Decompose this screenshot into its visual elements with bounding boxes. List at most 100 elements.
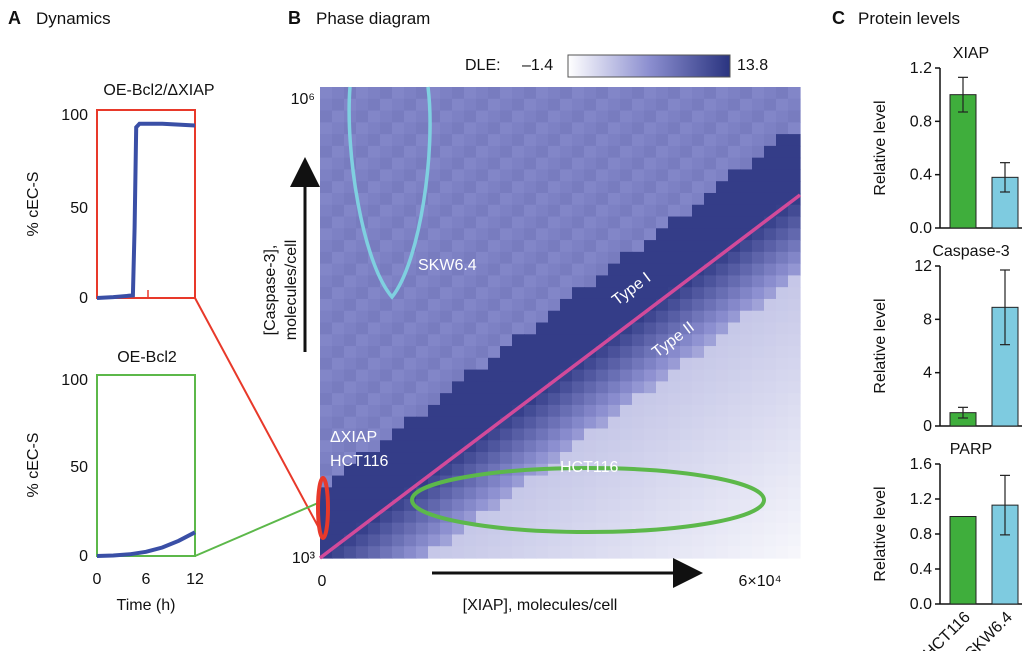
heatmap-cell (716, 499, 729, 512)
heatmap-cell (656, 346, 669, 359)
heatmap-cell (704, 204, 717, 218)
heatmap-cell (644, 228, 657, 241)
heatmap-cell (680, 228, 693, 241)
heatmap-cell (536, 416, 549, 430)
heatmap-cell (512, 169, 525, 182)
c-ylabel: Relative level (872, 298, 889, 393)
heatmap-cell (536, 251, 549, 265)
heatmap-cell (500, 428, 513, 441)
heatmap-cell (332, 510, 345, 524)
heatmap-cell (692, 181, 705, 194)
heatmap-cell (368, 546, 381, 559)
heatmap-cell (548, 251, 561, 265)
heatmap-cell (752, 416, 765, 430)
heatmap-cell (344, 475, 357, 488)
heatmap-cell (680, 287, 693, 300)
heatmap-cell (500, 263, 513, 277)
heatmap-cell (668, 440, 681, 453)
heatmap-cell (716, 228, 729, 241)
heatmap-cell (644, 169, 657, 182)
heatmap-cell (428, 440, 441, 453)
heatmap-cell (716, 134, 729, 147)
heatmap-cell (596, 369, 609, 382)
c-title-0: XIAP (953, 45, 989, 62)
heatmap-cell (332, 369, 345, 382)
heatmap-cell (488, 369, 501, 382)
heatmap-cell (416, 452, 429, 465)
heatmap-cell (380, 510, 393, 524)
heatmap-cell (740, 369, 753, 382)
heatmap-cell (776, 169, 789, 182)
heatmap-cell (620, 110, 633, 123)
heatmap-cell (392, 228, 405, 241)
heatmap-cell (356, 416, 369, 430)
heatmap-cell (512, 487, 525, 500)
heatmap-cell (416, 346, 429, 359)
heatmap-cell (740, 534, 753, 547)
heatmap-cell (572, 110, 585, 123)
heatmap-cell (368, 357, 381, 371)
heatmap-cell (596, 440, 609, 453)
heatmap-cell (380, 487, 393, 500)
heatmap-cell (584, 263, 597, 277)
heatmap-cell (776, 534, 789, 547)
heatmap-cell (776, 251, 789, 265)
heatmap-cell (752, 192, 765, 206)
heatmap-cell (500, 534, 513, 547)
heatmap-cell (488, 475, 501, 488)
heatmap-cell (596, 322, 609, 335)
heatmap-cell (572, 204, 585, 218)
heatmap-cell (632, 346, 645, 359)
heatmap-cell (524, 357, 537, 371)
b-ytick-bottom: 10³ (292, 550, 316, 567)
heatmap-cell (500, 393, 513, 406)
heatmap-cell (752, 475, 765, 488)
heatmap-cell (416, 381, 429, 394)
heatmap-cell (500, 98, 513, 112)
heatmap-cell (452, 157, 465, 171)
heatmap-cell (512, 404, 525, 418)
heatmap-cell (428, 428, 441, 441)
heatmap-cell (692, 510, 705, 524)
heatmap-cell (548, 428, 561, 441)
c-ylabel: Relative level (872, 100, 889, 195)
heatmap-cell (428, 181, 441, 194)
heatmap-cell (572, 157, 585, 171)
heatmap-cell (704, 381, 717, 394)
heatmap-cell (644, 534, 657, 547)
heatmap-cell (572, 87, 585, 100)
heatmap-cell (680, 357, 693, 371)
heatmap-cell (728, 216, 741, 229)
heatmap-cell (788, 369, 801, 382)
heatmap-cell (632, 169, 645, 182)
heatmap-cell (632, 145, 645, 159)
heatmap-cell (656, 122, 669, 135)
heatmap-cell (608, 452, 621, 465)
heatmap-cell (752, 228, 765, 241)
heatmap-cell (440, 181, 453, 194)
heatmap-cell (704, 334, 717, 347)
heatmap-cell (572, 381, 585, 394)
heatmap-cell (452, 216, 465, 229)
heatmap-cell (644, 145, 657, 159)
heatmap-cell (752, 110, 765, 123)
heatmap-cell (596, 452, 609, 465)
heatmap-cell (632, 263, 645, 277)
heatmap-cell (368, 228, 381, 241)
heatmap-cell (428, 393, 441, 406)
heatmap-cell (548, 546, 561, 559)
heatmap-cell (500, 110, 513, 123)
heatmap-cell (440, 110, 453, 123)
heatmap-cell (356, 346, 369, 359)
heatmap-cell (644, 357, 657, 371)
heatmap-cell (356, 145, 369, 159)
heatmap-cell (452, 204, 465, 218)
heatmap-cell (632, 334, 645, 347)
heatmap-cell (752, 546, 765, 559)
heatmap-cell (764, 275, 777, 288)
heatmap-cell (452, 98, 465, 112)
heatmap-cell (716, 310, 729, 324)
heatmap-cell (620, 310, 633, 324)
heatmap-cell (464, 169, 477, 182)
heatmap-cell (476, 98, 489, 112)
